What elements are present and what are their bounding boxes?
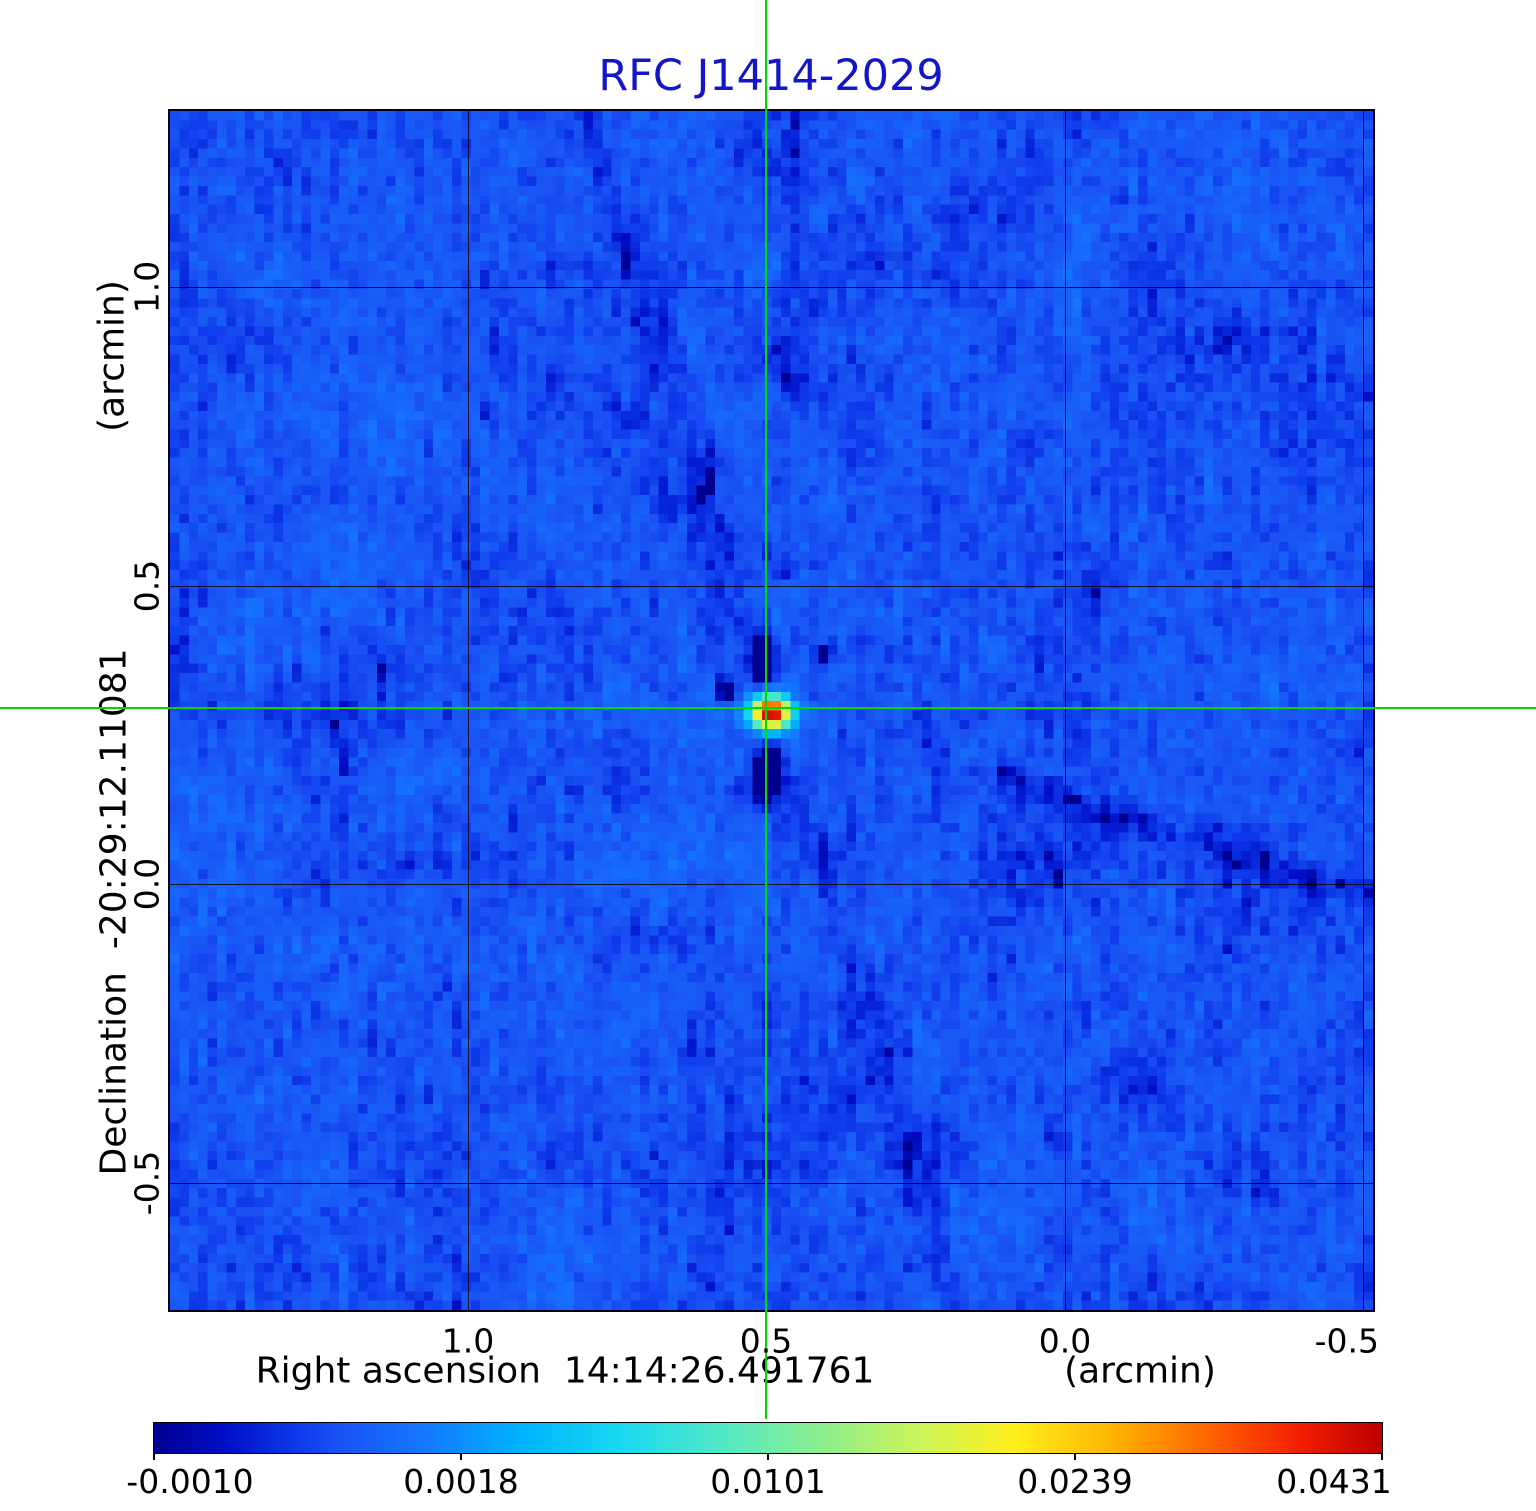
grid-line-vertical bbox=[1065, 111, 1066, 1310]
colorbar-tick bbox=[1074, 1453, 1076, 1460]
y-tick-label: 0.5 bbox=[127, 559, 167, 613]
y-axis-unit-label: (arcmin) bbox=[91, 280, 133, 432]
grid-line-horizontal bbox=[170, 586, 1373, 587]
colorbar-tick bbox=[153, 1453, 155, 1460]
colorbar-tick bbox=[460, 1453, 462, 1460]
y-axis-label: Declination -20:29:12.11081 bbox=[93, 648, 135, 1176]
grid-line-vertical bbox=[468, 111, 469, 1310]
grid-line-horizontal bbox=[170, 884, 1373, 885]
y-tick-label: 1.0 bbox=[127, 260, 167, 314]
x-tick-label: -0.5 bbox=[1314, 1321, 1379, 1361]
sky-map bbox=[168, 109, 1375, 1312]
colorbar-tick bbox=[767, 1453, 769, 1460]
figure-title: RFC J1414-2029 bbox=[598, 51, 944, 101]
colorbar-tick-label: 0.0018 bbox=[403, 1462, 519, 1501]
crosshair-horizontal-line bbox=[0, 707, 1536, 709]
crosshair-vertical-line bbox=[765, 0, 767, 1419]
grid-line-horizontal bbox=[170, 1183, 1373, 1184]
y-tick-label: 0.0 bbox=[127, 857, 167, 911]
x-tick-label: 0.0 bbox=[1038, 1321, 1092, 1361]
x-tick-label: 1.0 bbox=[441, 1321, 495, 1361]
x-axis-label: Right ascension 14:14:26.491761 bbox=[255, 1350, 875, 1392]
x-tick-label: 0.5 bbox=[739, 1321, 793, 1361]
grid-line-horizontal bbox=[170, 287, 1373, 288]
sky-image bbox=[170, 111, 1373, 1310]
colorbar-tick-label: -0.0010 bbox=[126, 1462, 254, 1501]
colorbar-tick-label: 0.0239 bbox=[1017, 1462, 1133, 1501]
colorbar-tick-label: 0.0431 bbox=[1276, 1462, 1392, 1501]
colorbar bbox=[153, 1422, 1383, 1454]
colorbar-tick-label: 0.0101 bbox=[710, 1462, 826, 1501]
grid-line-vertical bbox=[1363, 111, 1364, 1310]
y-tick-label: -0.5 bbox=[127, 1150, 167, 1216]
colorbar-tick bbox=[1381, 1453, 1383, 1460]
x-axis-unit-label: (arcmin) bbox=[1064, 1350, 1216, 1392]
